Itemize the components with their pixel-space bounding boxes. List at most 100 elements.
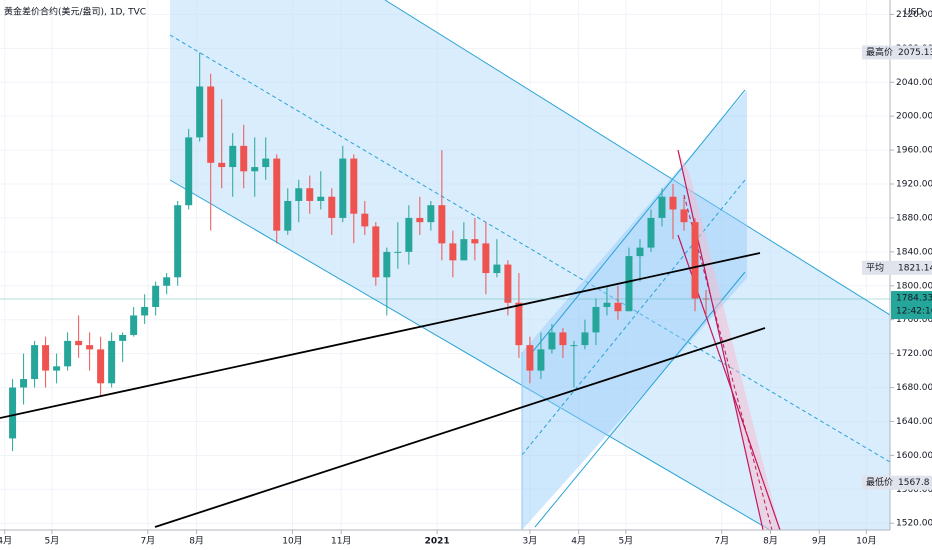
y-tick-label: 1760.000	[896, 315, 932, 325]
candle-body	[669, 196, 677, 210]
candle-body	[328, 196, 336, 218]
candle-body	[75, 340, 83, 346]
candle-body	[636, 247, 644, 257]
x-tick-label: 5月	[45, 536, 60, 547]
trendline	[154, 327, 766, 528]
descending-channel	[170, 0, 890, 530]
channel-line	[384, 0, 891, 316]
y-tick-label: 1560.000	[896, 485, 932, 495]
candle-body	[603, 302, 611, 307]
candle-body	[559, 332, 567, 346]
candle-body	[97, 349, 105, 384]
x-tick-label: 10月	[856, 536, 876, 547]
candle-body	[174, 205, 182, 278]
candle-body	[427, 205, 435, 223]
candle-body	[53, 366, 61, 371]
price-marker-value: 1567.8	[898, 478, 930, 488]
price-marker-value: 2075.135	[898, 48, 932, 58]
y-tick-label: 1960.000	[896, 146, 932, 156]
candle-body	[251, 167, 259, 172]
candle-body	[614, 302, 622, 312]
last-price-box	[891, 291, 932, 320]
candle-body	[295, 188, 303, 201]
candle-body	[394, 251, 402, 253]
x-tick-label: 2021	[425, 537, 450, 547]
candle-body	[570, 345, 578, 347]
candle-body	[9, 387, 17, 439]
y-tick-label: 1520.000	[896, 519, 932, 529]
channel-line	[169, 179, 771, 531]
candle-body	[284, 200, 292, 231]
candle-body	[86, 345, 94, 350]
x-tick-label: 9月	[812, 536, 827, 547]
candle-body	[372, 226, 380, 278]
x-tick-label: 3月	[523, 536, 538, 547]
candle-body	[64, 340, 72, 367]
x-tick-label: 7月	[140, 536, 155, 547]
candle-body	[383, 251, 391, 278]
candle-body	[317, 196, 325, 201]
y-tick-label: 1720.000	[896, 349, 932, 359]
red-channel-line	[677, 149, 764, 531]
price-marker-value: 1821.147	[898, 263, 932, 273]
candle-body	[350, 158, 358, 214]
candle-body	[449, 243, 457, 261]
candle-body	[273, 158, 281, 231]
candle-body	[240, 145, 248, 172]
candle-body	[460, 239, 468, 261]
candle-body	[152, 285, 160, 307]
candle-body	[702, 298, 710, 300]
candle-body	[471, 239, 479, 244]
candle-body	[581, 332, 589, 346]
candle-body	[504, 264, 512, 303]
candle-body	[42, 345, 50, 371]
price-marker-box	[862, 45, 932, 60]
red-channel-midline	[683, 194, 773, 531]
candle-body	[658, 196, 666, 218]
candle-body	[438, 205, 446, 244]
candle-body	[405, 217, 413, 252]
candle-body	[339, 158, 347, 218]
candle-body	[691, 222, 699, 299]
candle-body	[493, 264, 501, 274]
candle-body	[548, 332, 556, 350]
y-tick-label: 1920.000	[896, 180, 932, 190]
y-tick-label: 2000.000	[896, 112, 932, 122]
candle-body	[537, 349, 545, 371]
candle-body	[680, 209, 688, 223]
candle-body	[515, 302, 523, 346]
candle-body	[141, 306, 149, 316]
price-marker-label: 平均	[866, 261, 884, 273]
price-marker-label: 最低价	[866, 476, 893, 488]
x-tick-label: 4月	[571, 536, 586, 547]
candle-body	[262, 158, 270, 168]
candle-body	[526, 345, 534, 371]
y-tick-label: 1640.000	[896, 417, 932, 427]
price-marker-box	[862, 260, 932, 275]
x-tick-label: 8月	[189, 536, 204, 547]
x-tick-label: 4月	[0, 536, 12, 547]
candle-body	[163, 277, 171, 286]
candles	[9, 52, 710, 452]
x-tick-label: 11月	[331, 536, 351, 547]
x-tick-label: 10月	[282, 536, 302, 547]
y-tick-label: 2120.000	[896, 10, 932, 20]
x-tick-label: 5月	[618, 536, 633, 547]
y-tick-label: 1680.000	[896, 383, 932, 393]
trendlines	[0, 252, 766, 528]
x-tick-label: 7月	[714, 536, 729, 547]
candle-body	[218, 162, 226, 168]
price-marker-label: 最高价	[866, 46, 893, 58]
x-tick-label: 8月	[763, 536, 778, 547]
price-marker-box	[862, 475, 932, 490]
candle-body	[306, 188, 314, 201]
candle-body	[361, 213, 369, 227]
channel-midline	[521, 179, 746, 456]
candle-body	[647, 217, 655, 248]
countdown: 12:42:16	[896, 307, 932, 317]
y-tick-label: 1880.000	[896, 213, 932, 223]
candle-body	[20, 379, 28, 388]
candle-body	[130, 315, 138, 335]
candle-body	[416, 217, 424, 223]
